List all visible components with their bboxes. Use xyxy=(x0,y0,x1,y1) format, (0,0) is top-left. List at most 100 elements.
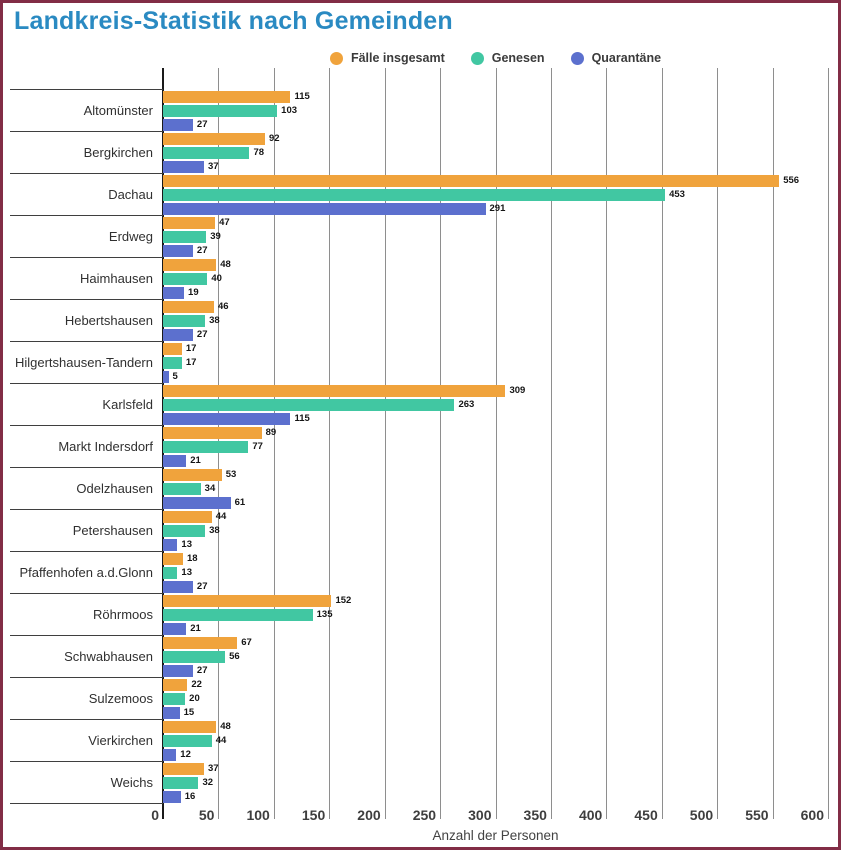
bar-faelle-insgesamt[interactable] xyxy=(163,553,183,565)
bar-faelle-insgesamt[interactable] xyxy=(163,679,188,691)
bar-genesen[interactable] xyxy=(163,357,182,369)
bar-track: 78 xyxy=(163,147,828,159)
row-separator xyxy=(10,677,163,678)
bar-group-erdweg: 47 39 27 xyxy=(163,215,828,259)
bar-quarantaene[interactable] xyxy=(163,329,193,341)
bar-quarantaene[interactable] xyxy=(163,749,177,761)
bar-genesen[interactable] xyxy=(163,525,206,537)
legend-dot-icon xyxy=(470,51,484,65)
bar-genesen[interactable] xyxy=(163,399,455,411)
bar-value-label: 20 xyxy=(189,693,200,704)
bar-faelle-insgesamt[interactable] xyxy=(163,133,265,145)
bar-track: 27 xyxy=(163,329,828,341)
x-tick-label: 450 xyxy=(634,807,658,823)
bar-faelle-insgesamt[interactable] xyxy=(163,259,217,271)
bar-quarantaene[interactable] xyxy=(163,455,187,467)
row-separator xyxy=(10,593,163,594)
bar-faelle-insgesamt[interactable] xyxy=(163,721,217,733)
bar-value-label: 39 xyxy=(210,231,221,242)
bar-track: 22 xyxy=(163,679,828,691)
x-tick-label: 400 xyxy=(578,807,603,823)
bar-track: 115 xyxy=(163,91,828,103)
bar-genesen[interactable] xyxy=(163,735,212,747)
bar-track: 56 xyxy=(163,651,828,663)
bar-quarantaene[interactable] xyxy=(163,581,193,593)
bar-genesen[interactable] xyxy=(163,273,208,285)
bar-faelle-insgesamt[interactable] xyxy=(163,511,212,523)
bar-quarantaene[interactable] xyxy=(163,203,486,215)
bar-quarantaene[interactable] xyxy=(163,707,180,719)
bar-faelle-insgesamt[interactable] xyxy=(163,301,214,313)
category-label-petershausen: Petershausen xyxy=(72,522,153,538)
bar-faelle-insgesamt[interactable] xyxy=(163,91,291,103)
bar-track: 15 xyxy=(163,707,828,719)
row-separator xyxy=(10,551,163,552)
row-separator xyxy=(10,383,163,384)
bar-genesen[interactable] xyxy=(163,147,250,159)
bar-faelle-insgesamt[interactable] xyxy=(163,175,780,187)
bar-genesen[interactable] xyxy=(163,441,249,453)
bar-track: 47 xyxy=(163,217,828,229)
gridline xyxy=(384,68,386,819)
bar-quarantaene[interactable] xyxy=(163,497,231,509)
bar-faelle-insgesamt[interactable] xyxy=(163,637,238,649)
bar-value-label: 32 xyxy=(202,777,214,788)
bar-quarantaene[interactable] xyxy=(163,791,181,803)
bar-quarantaene[interactable] xyxy=(163,371,169,383)
bar-genesen[interactable] xyxy=(163,609,313,621)
bar-genesen[interactable] xyxy=(163,483,201,495)
bar-genesen[interactable] xyxy=(163,105,278,117)
bar-quarantaene[interactable] xyxy=(163,665,193,677)
bar-track: 89 xyxy=(163,427,828,439)
bar-quarantaene[interactable] xyxy=(163,287,185,299)
bar-track: 18 xyxy=(163,553,828,565)
legend-item-genesen[interactable]: Genesen xyxy=(470,51,545,65)
bar-genesen[interactable] xyxy=(163,231,207,243)
chart-legend: Fälle insgesamt Genesen Quarantäne xyxy=(163,49,828,67)
bar-faelle-insgesamt[interactable] xyxy=(163,343,182,355)
category-label-sulzemoos: Sulzemoos xyxy=(88,690,153,706)
bar-faelle-insgesamt[interactable] xyxy=(163,595,332,607)
bar-genesen[interactable] xyxy=(163,189,666,201)
bar-faelle-insgesamt[interactable] xyxy=(163,469,222,481)
bar-value-label: 67 xyxy=(241,637,252,648)
bar-genesen[interactable] xyxy=(163,693,186,705)
bar-track: 34 xyxy=(163,483,828,495)
bar-track: 13 xyxy=(163,539,828,551)
bar-value-label: 19 xyxy=(188,287,199,298)
bar-group-karlsfeld: 309 263 115 xyxy=(163,383,828,427)
bar-value-label: 22 xyxy=(191,679,202,690)
bar-quarantaene[interactable] xyxy=(163,245,193,257)
bar-value-label: 15 xyxy=(183,707,195,718)
bar-faelle-insgesamt[interactable] xyxy=(163,427,262,439)
bar-value-label: 34 xyxy=(204,483,216,494)
legend-item-faelle-insgesamt[interactable]: Fälle insgesamt xyxy=(329,51,445,65)
bar-value-label: 115 xyxy=(294,413,310,424)
bar-genesen[interactable] xyxy=(163,777,199,789)
legend-item-quarantaene[interactable]: Quarantäne xyxy=(570,51,661,65)
bar-faelle-insgesamt[interactable] xyxy=(163,763,204,775)
bar-track: 17 xyxy=(163,357,828,369)
bar-faelle-insgesamt[interactable] xyxy=(163,217,216,229)
bar-quarantaene[interactable] xyxy=(163,539,178,551)
gridline xyxy=(605,68,607,819)
bar-genesen[interactable] xyxy=(163,567,178,579)
bar-genesen[interactable] xyxy=(163,315,206,327)
bar-genesen[interactable] xyxy=(163,651,226,663)
bar-quarantaene[interactable] xyxy=(163,119,193,131)
x-tick-label: 100 xyxy=(246,807,270,823)
bar-track: 12 xyxy=(163,749,828,761)
row-separator xyxy=(10,299,163,300)
gridline xyxy=(495,68,497,819)
bar-track: 40 xyxy=(163,273,828,285)
category-label-bergkirchen: Bergkirchen xyxy=(83,144,153,160)
bar-quarantaene[interactable] xyxy=(163,161,204,173)
bar-quarantaene[interactable] xyxy=(163,623,187,635)
bar-value-label: 48 xyxy=(220,721,231,732)
bar-quarantaene[interactable] xyxy=(163,413,291,425)
chart-title: Landkreis-Statistik nach Gemeinden xyxy=(14,7,453,35)
bar-value-label: 27 xyxy=(196,119,208,130)
legend-item-label: Fälle insgesamt xyxy=(350,51,445,65)
bar-faelle-insgesamt[interactable] xyxy=(163,385,506,397)
